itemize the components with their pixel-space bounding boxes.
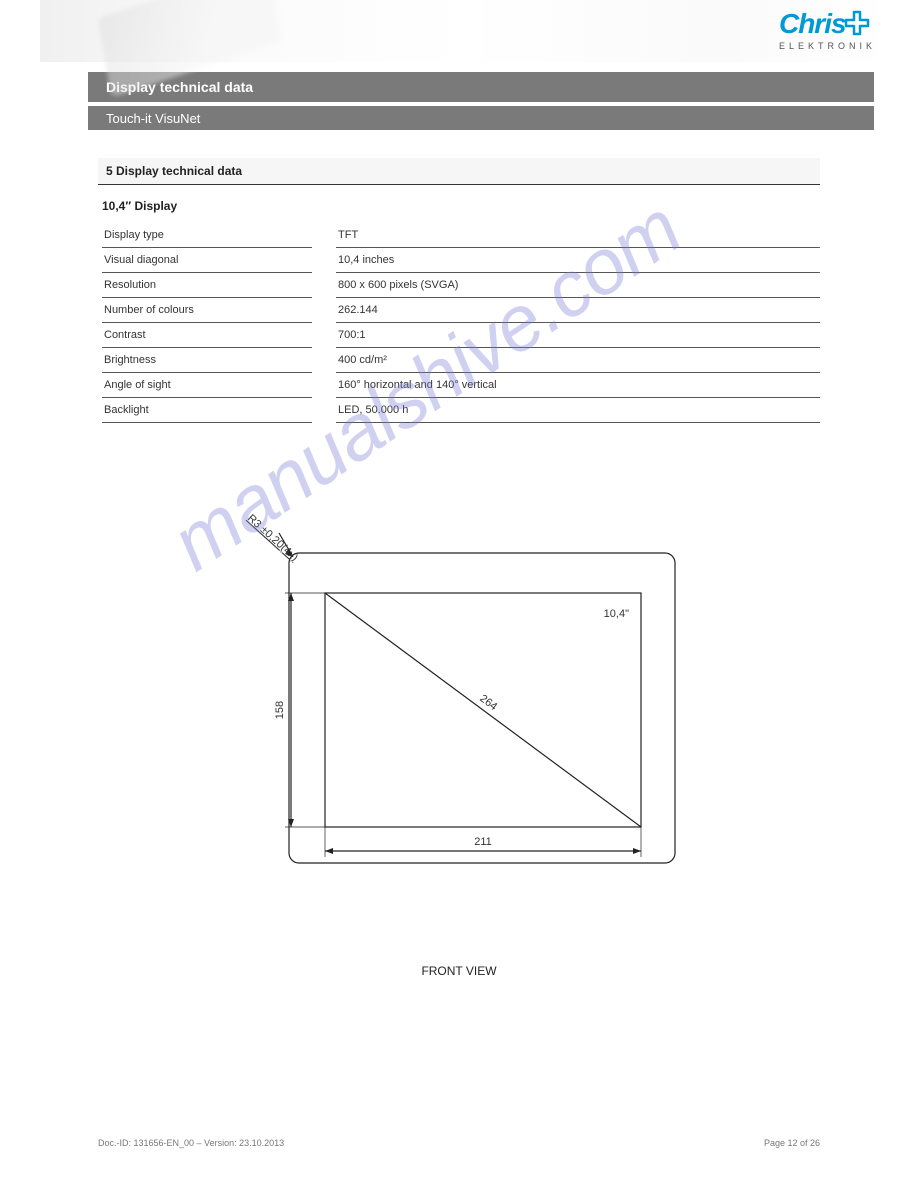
diagram-caption: FRONT VIEW xyxy=(179,964,739,978)
spec-label: Resolution xyxy=(102,273,312,298)
page-footer: Doc.-ID: 131656-EN_00 – Version: 23.10.2… xyxy=(98,1138,820,1148)
svg-text:10,4": 10,4" xyxy=(604,608,629,620)
brand-logo: Chris ELEKTRONIK xyxy=(779,10,876,51)
logo-wordmark: Chris xyxy=(779,8,872,39)
section-heading: 5 Display technical data xyxy=(98,158,820,185)
spec-value: LED, 50.000 h xyxy=(336,398,820,423)
spec-value: 700:1 xyxy=(336,323,820,348)
doc-title-bar: Display technical data xyxy=(88,72,874,102)
svg-text:264: 264 xyxy=(477,692,499,713)
footer-left: Doc.-ID: 131656-EN_00 – Version: 23.10.2… xyxy=(98,1138,284,1148)
svg-text:R3 ±0,20(4x): R3 ±0,20(4x) xyxy=(245,512,300,563)
spec-intro: 10,4″ Display xyxy=(102,199,816,213)
spec-table: Display type TFT Visual diagonal 10,4 inche… xyxy=(102,223,820,423)
page-content: 5 Display technical data 10,4″ Display D… xyxy=(98,158,820,978)
spec-value: 160° horizontal and 140° vertical xyxy=(336,373,820,398)
spec-label: Backlight xyxy=(102,398,312,423)
diagram-svg: 264 10,4" 158 211 R3 ±0,20(4x) xyxy=(179,473,739,943)
spec-value: 10,4 inches xyxy=(336,248,820,273)
spec-value: 262.144 xyxy=(336,298,820,323)
spec-label: Number of colours xyxy=(102,298,312,323)
spec-value: 800 x 600 pixels (SVGA) xyxy=(336,273,820,298)
spec-label: Angle of sight xyxy=(102,373,312,398)
svg-text:158: 158 xyxy=(274,701,286,719)
spec-value: 400 cd/m² xyxy=(336,348,820,373)
front-view-diagram: 264 10,4" 158 211 R3 ±0,20(4x) FRONT VIEW xyxy=(179,473,739,978)
logo-text: Chris xyxy=(779,8,846,39)
logo-cross-icon xyxy=(842,10,872,43)
header-banner: Chris ELEKTRONIK xyxy=(40,0,888,62)
spec-label: Visual diagonal xyxy=(102,248,312,273)
spec-label: Display type xyxy=(102,223,312,248)
spec-label: Brightness xyxy=(102,348,312,373)
spec-label: Contrast xyxy=(102,323,312,348)
svg-text:211: 211 xyxy=(474,836,492,848)
footer-right: Page 12 of 26 xyxy=(764,1138,820,1148)
doc-subtitle: Touch-it VisuNet xyxy=(106,111,200,126)
doc-subtitle-bar: Touch-it VisuNet xyxy=(88,106,874,130)
spec-value: TFT xyxy=(336,223,820,248)
